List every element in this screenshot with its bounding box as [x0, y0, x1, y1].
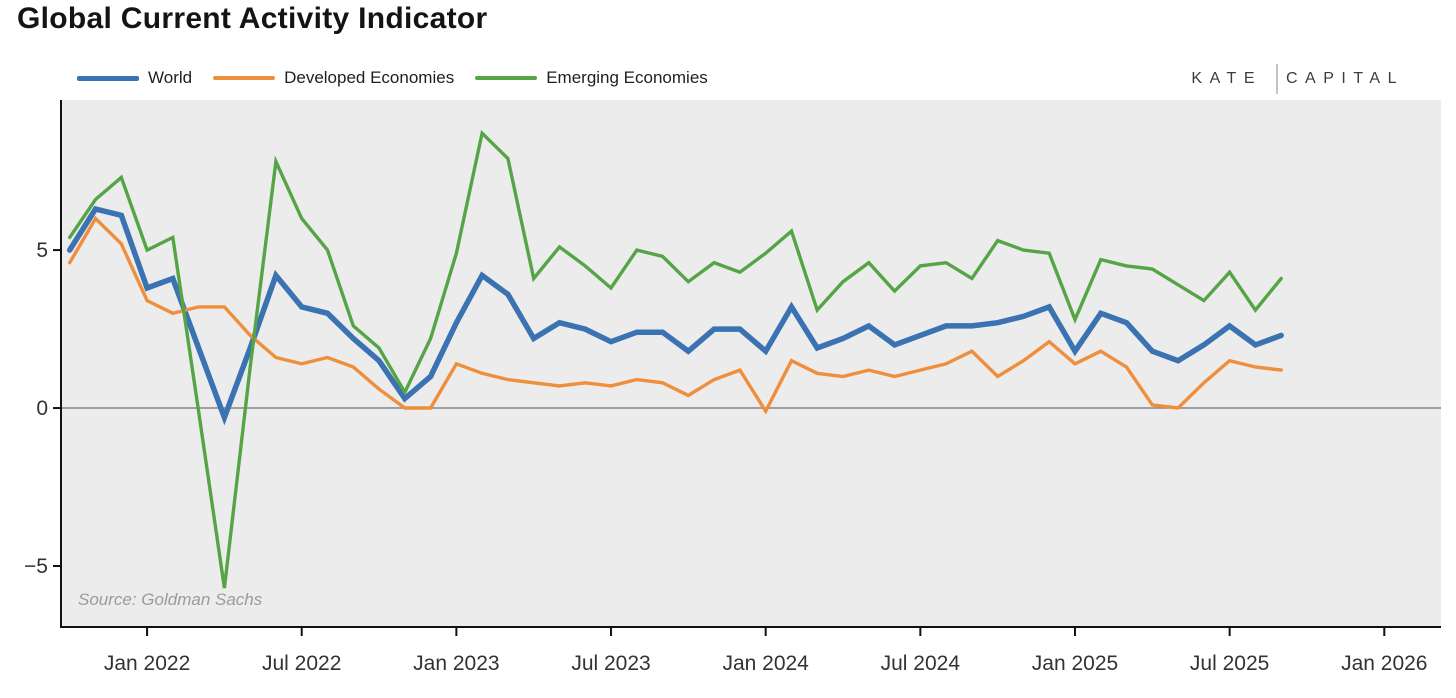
x-tick-label: Jul 2025 — [1190, 652, 1269, 675]
brand-word-kate: KATE — [1191, 70, 1262, 87]
axes — [53, 100, 1441, 636]
world-line-swatch — [77, 75, 139, 81]
x-tick-label: Jan 2026 — [1341, 652, 1427, 675]
developed-economies-line — [67, 215, 1283, 415]
world-line — [66, 205, 1284, 426]
legend-item-developed: Developed Economies — [213, 68, 454, 88]
x-tick-label: Jan 2022 — [104, 652, 190, 675]
emerging-economies-line — [67, 129, 1283, 589]
brand-divider — [1276, 64, 1278, 94]
x-tick-label: Jul 2024 — [881, 652, 961, 675]
x-tick-label: Jan 2025 — [1032, 652, 1118, 675]
series-lines — [66, 129, 1284, 589]
x-tick-label: Jan 2024 — [722, 652, 809, 675]
legend-item-emerging: Emerging Economies — [475, 68, 708, 88]
x-tick-label: Jan 2023 — [413, 652, 499, 675]
x-tick-label: Jul 2022 — [262, 652, 341, 675]
page-title: Global Current Activity Indicator — [17, 2, 488, 35]
brand-word-capital: CAPITAL — [1286, 70, 1404, 87]
plot-area — [62, 100, 1441, 627]
brand-logo: KATE CAPITAL — [1191, 64, 1404, 94]
developed-line-swatch — [213, 76, 276, 80]
y-tick-label: 5 — [36, 239, 48, 262]
plot-background — [62, 100, 1441, 627]
legend-label-world: World — [148, 68, 193, 87]
axis-labels: 5 0 −5 Jan 2022 Jul 2022 Jan 2023 Jul 2023 Jan … — [24, 239, 1427, 675]
x-tick-label: Jul 2023 — [571, 652, 650, 675]
emerging-line-swatch — [475, 76, 538, 80]
legend-item-world: World — [77, 68, 192, 88]
y-tick-label: 0 — [36, 397, 48, 420]
legend-label-emerging: Emerging Economies — [546, 68, 708, 87]
legend: World Developed Economies Emerging Econo… — [77, 68, 708, 88]
y-tick-label: −5 — [24, 555, 48, 578]
legend-label-developed: Developed Economies — [284, 68, 455, 87]
source-note: Source: Goldman Sachs — [78, 590, 263, 609]
